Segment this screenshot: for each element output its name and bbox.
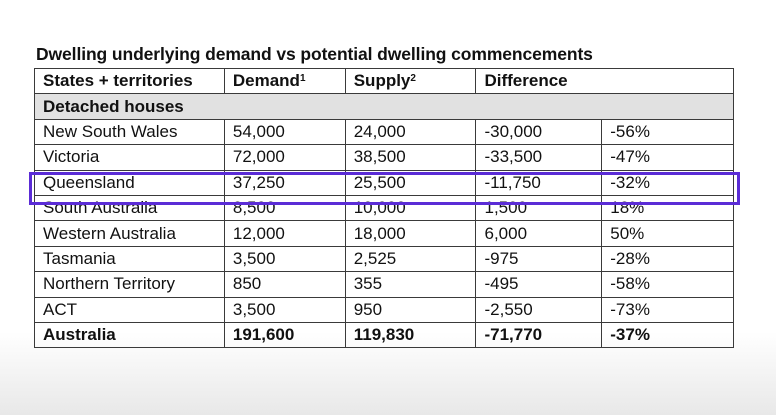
cell-difference: -71,770 <box>475 321 603 349</box>
cell-percent: -32% <box>601 169 734 196</box>
cell-percent: -73% <box>601 296 734 323</box>
cell-demand: 3,500 <box>223 296 346 323</box>
cell-difference: -30,000 <box>475 118 603 146</box>
header-supply: Supply2 <box>344 67 477 95</box>
dwelling-table: States + territories Demand1 Supply2 Dif… <box>34 67 734 349</box>
cell-supply: 10,000 <box>344 194 477 222</box>
cell-supply: 119,830 <box>344 321 477 349</box>
table-row: Tasmania 3,500 2,525 -975 -28% <box>34 245 734 273</box>
cell-percent: -37% <box>601 321 734 349</box>
cell-demand: 850 <box>223 271 346 298</box>
cell-demand: 54,000 <box>223 118 346 146</box>
cell-state: Victoria <box>34 144 225 171</box>
table-row: Victoria 72,000 38,500 -33,500 -47% <box>34 144 734 171</box>
cell-percent: -58% <box>601 271 734 298</box>
cell-supply: 2,525 <box>344 245 477 273</box>
header-difference: Difference <box>475 67 734 95</box>
cell-demand: 37,250 <box>223 169 346 196</box>
cell-state: Western Australia <box>34 220 225 247</box>
cell-difference: 6,000 <box>475 220 603 247</box>
cell-demand: 72,000 <box>223 144 346 171</box>
table-row: ACT 3,500 950 -2,550 -73% <box>34 296 734 323</box>
cell-difference: -33,500 <box>475 144 603 171</box>
cell-supply: 24,000 <box>344 118 477 146</box>
cell-percent: -28% <box>601 245 734 273</box>
header-states: States + territories <box>34 67 225 95</box>
cell-difference: -495 <box>475 271 603 298</box>
cell-state: Australia <box>34 321 225 349</box>
header-demand: Demand1 <box>223 67 346 95</box>
cell-state: Queensland <box>34 169 225 196</box>
demand-footnote: 1 <box>299 73 306 85</box>
cell-percent: -56% <box>601 118 734 146</box>
table-row: South Australia 8,500 10,000 1,500 18% <box>34 194 734 222</box>
cell-state: South Australia <box>34 194 225 222</box>
cell-difference: -975 <box>475 245 603 273</box>
cell-state: Tasmania <box>34 245 225 273</box>
cell-difference: -11,750 <box>475 169 603 196</box>
section-row: Detached houses <box>34 93 734 120</box>
total-row: Australia 191,600 119,830 -71,770 -37% <box>34 321 734 349</box>
table-row: Queensland 37,250 25,500 -11,750 -32% <box>34 169 734 196</box>
table-row: Western Australia 12,000 18,000 6,000 50… <box>34 220 734 247</box>
cell-state: New South Wales <box>34 118 225 146</box>
cell-difference: -2,550 <box>475 296 603 323</box>
cell-supply: 18,000 <box>344 220 477 247</box>
table-row: New South Wales 54,000 24,000 -30,000 -5… <box>34 118 734 146</box>
cell-state: Northern Territory <box>34 271 225 298</box>
cell-percent: 50% <box>601 220 734 247</box>
cell-supply: 25,500 <box>344 169 477 196</box>
cell-demand: 8,500 <box>223 194 346 222</box>
cell-difference: 1,500 <box>475 194 603 222</box>
cell-percent: -47% <box>601 144 734 171</box>
table-title: Dwelling underlying demand vs potential … <box>36 44 593 64</box>
cell-supply: 38,500 <box>344 144 477 171</box>
cell-state: ACT <box>34 296 225 323</box>
table-row: Northern Territory 850 355 -495 -58% <box>34 271 734 298</box>
section-label: Detached houses <box>34 93 734 120</box>
cell-demand: 12,000 <box>223 220 346 247</box>
cell-supply: 355 <box>344 271 477 298</box>
cell-demand: 3,500 <box>223 245 346 273</box>
cell-supply: 950 <box>344 296 477 323</box>
supply-footnote: 2 <box>410 73 416 85</box>
table-header-row: States + territories Demand1 Supply2 Dif… <box>34 67 734 95</box>
cell-percent: 18% <box>601 194 734 222</box>
cell-demand: 191,600 <box>223 321 346 349</box>
